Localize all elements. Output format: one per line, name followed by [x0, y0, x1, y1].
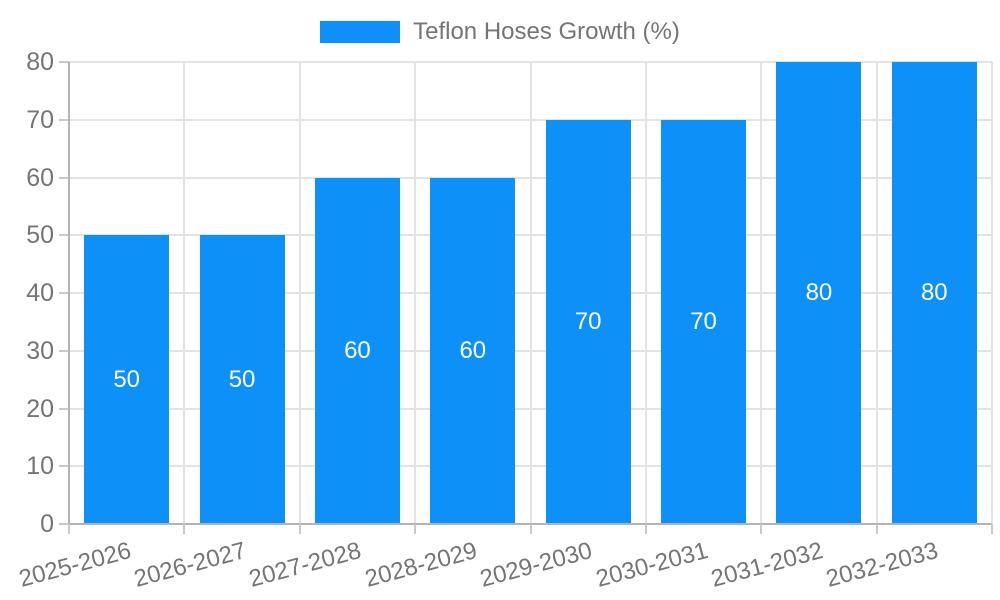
gridline-v — [760, 62, 763, 524]
legend-label: Teflon Hoses Growth (%) — [413, 18, 680, 45]
bar-value-label: 60 — [459, 336, 487, 364]
y-tick-mark — [59, 292, 69, 294]
y-tick-label: 50 — [26, 221, 54, 250]
x-tick-mark — [414, 524, 417, 534]
y-tick-mark — [59, 61, 69, 63]
bar — [776, 62, 862, 524]
legend-color-swatch — [320, 21, 401, 43]
y-tick-label: 20 — [26, 394, 54, 423]
bar — [314, 177, 400, 524]
y-tick-mark — [59, 118, 69, 121]
y-axis-line — [68, 62, 70, 534]
bar — [430, 177, 516, 524]
y-tick-mark — [59, 523, 69, 525]
bar — [545, 119, 631, 524]
x-tick-mark — [760, 524, 763, 534]
y-tick-mark — [59, 176, 69, 179]
bar-value-label: 70 — [690, 307, 717, 335]
y-tick-label: 0 — [40, 510, 54, 538]
gridline-v — [414, 62, 417, 524]
y-tick-label: 30 — [26, 336, 54, 365]
bar-value-label: 60 — [344, 336, 371, 364]
bar-value-label: 70 — [574, 307, 602, 335]
bar — [199, 235, 285, 524]
y-tick-mark — [59, 234, 69, 237]
y-tick-label: 70 — [26, 105, 54, 134]
gridline-v — [298, 62, 301, 524]
x-tick-mark — [183, 524, 186, 534]
bar-value-label: 80 — [920, 279, 948, 306]
bar-value-label: 50 — [113, 365, 141, 393]
bar-value-label: 80 — [805, 279, 833, 306]
x-tick-mark — [644, 524, 647, 534]
y-tick-label: 80 — [26, 48, 54, 76]
bar — [891, 62, 977, 524]
gridline-v — [183, 62, 186, 524]
bar — [661, 119, 747, 524]
gridline-v — [529, 62, 532, 524]
y-tick-mark — [59, 465, 69, 468]
chart-legend: Teflon Hoses Growth (%) — [0, 18, 1000, 46]
y-tick-label: 60 — [26, 163, 54, 192]
gridline-v — [991, 62, 993, 524]
x-tick-mark — [875, 524, 878, 534]
x-tick-mark — [298, 524, 301, 534]
x-tick-mark — [68, 524, 70, 534]
x-tick-mark — [529, 524, 532, 534]
y-tick-label: 40 — [26, 279, 54, 307]
y-tick-mark — [59, 349, 69, 352]
gridline-v — [875, 62, 878, 524]
bar-value-label: 50 — [228, 365, 256, 393]
y-tick-mark — [59, 407, 69, 410]
gridline-v — [644, 62, 647, 524]
x-tick-mark — [991, 524, 993, 534]
y-tick-label: 10 — [26, 452, 54, 481]
bar — [84, 235, 170, 524]
